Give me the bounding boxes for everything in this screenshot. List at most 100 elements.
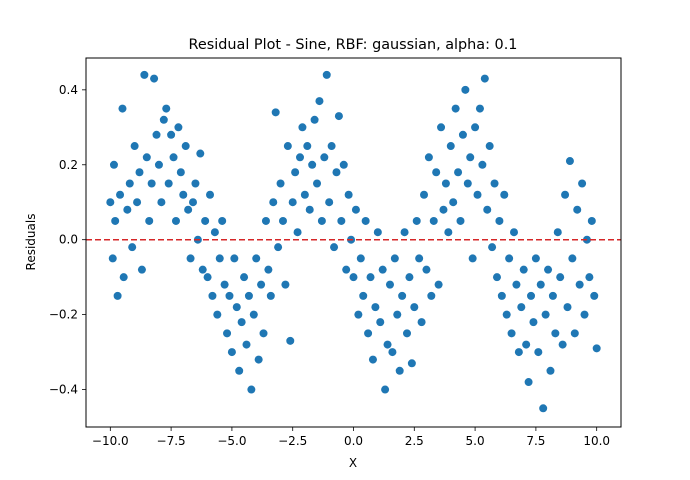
data-point (546, 366, 555, 375)
data-point (514, 348, 523, 357)
data-point (451, 104, 460, 113)
data-point (480, 74, 489, 83)
data-point (181, 142, 190, 151)
data-point (366, 273, 375, 282)
data-point (558, 340, 567, 349)
data-point (137, 265, 146, 274)
data-point (578, 179, 587, 188)
y-tick-label: 0.2 (59, 158, 78, 172)
y-tick-label: −0.4 (49, 383, 78, 397)
data-point (415, 254, 424, 263)
data-point (150, 74, 159, 83)
data-point (432, 168, 441, 177)
data-point (167, 130, 176, 139)
data-point (252, 254, 261, 263)
data-point (210, 228, 219, 237)
data-point (213, 310, 222, 319)
data-point (534, 348, 543, 357)
x-tick-label: −7.5 (157, 434, 186, 448)
data-point (424, 153, 433, 162)
data-point (351, 205, 360, 214)
data-point (308, 160, 317, 169)
data-point (276, 179, 285, 188)
data-point (116, 190, 125, 199)
data-point (313, 179, 322, 188)
data-point (383, 340, 392, 349)
data-point (512, 280, 521, 289)
data-point (288, 198, 297, 207)
data-point (407, 359, 416, 368)
data-point (400, 228, 409, 237)
y-tick-label: 0.4 (59, 83, 78, 97)
data-point (242, 340, 251, 349)
plot-area (86, 70, 621, 413)
data-point (488, 243, 497, 252)
data-point (395, 366, 404, 375)
data-point (147, 179, 156, 188)
data-point (339, 160, 348, 169)
data-point (456, 216, 465, 225)
data-point (140, 70, 149, 79)
data-point (303, 142, 312, 151)
data-point (171, 216, 180, 225)
data-point (135, 168, 144, 177)
data-point (298, 123, 307, 132)
data-point (220, 280, 229, 289)
data-point (320, 153, 329, 162)
data-point (300, 190, 309, 199)
data-point (556, 273, 565, 282)
data-point (244, 291, 253, 300)
data-point (444, 228, 453, 237)
data-point (310, 115, 319, 124)
data-point (235, 366, 244, 375)
data-point (541, 310, 550, 319)
data-point (259, 329, 268, 338)
data-point (152, 130, 161, 139)
data-point (446, 142, 455, 151)
data-point (471, 123, 480, 132)
data-point (449, 198, 458, 207)
data-point (553, 228, 562, 237)
data-point (230, 254, 239, 263)
data-point (271, 108, 280, 117)
data-point (461, 85, 470, 94)
chart-title: Residual Plot - Sine, RBF: gaussian, alp… (189, 37, 518, 53)
data-point (317, 216, 326, 225)
data-point (548, 291, 557, 300)
data-point (305, 205, 314, 214)
x-tick-label: −5.0 (217, 434, 246, 448)
data-point (293, 228, 302, 237)
data-point (463, 179, 472, 188)
data-point (495, 216, 504, 225)
data-point (573, 205, 582, 214)
data-point (551, 329, 560, 338)
x-tick-label: −10.0 (92, 434, 129, 448)
data-point (337, 216, 346, 225)
data-point (332, 168, 341, 177)
data-point (485, 142, 494, 151)
data-point (159, 115, 168, 124)
data-point (422, 265, 431, 274)
data-point (189, 198, 197, 207)
data-point (130, 142, 139, 151)
data-point (109, 160, 118, 169)
data-point (342, 265, 351, 274)
data-point (458, 130, 467, 139)
x-axis-ticks: −10.0 −7.5 −5.0 −2.5 0.0 2.5 5.0 7.5 10.0 (92, 427, 610, 448)
data-point (398, 291, 407, 300)
data-point (585, 273, 594, 282)
data-point (201, 216, 210, 225)
data-point (544, 265, 553, 274)
data-point (403, 329, 411, 338)
data-point (510, 228, 518, 237)
data-point (283, 142, 292, 151)
data-point (565, 157, 574, 166)
data-point (490, 179, 499, 188)
data-point (296, 153, 304, 162)
data-point (344, 190, 353, 199)
data-point (473, 190, 482, 199)
data-point (247, 385, 256, 394)
data-point (215, 254, 224, 263)
data-point (437, 123, 446, 132)
